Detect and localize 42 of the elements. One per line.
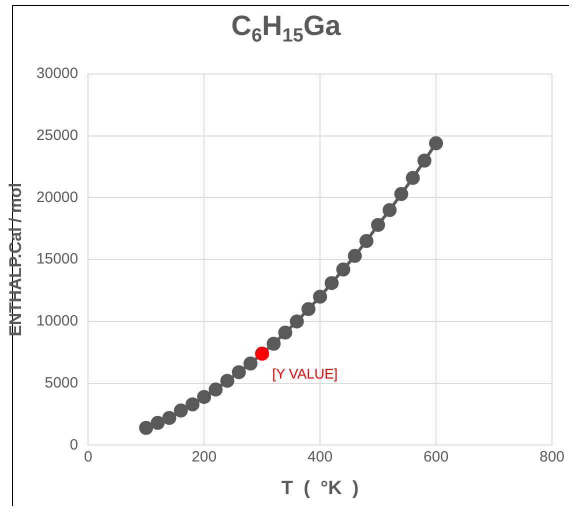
point [232,365,246,380]
point [382,203,397,218]
point [266,336,281,351]
point [139,420,154,435]
point [208,382,223,397]
point [197,390,212,404]
x-tick-label: 0 [84,448,92,466]
point [220,374,234,388]
chart-title: C$_{6}$H$_{15}$Ga [230,10,342,48]
y-tick-label: 25000 [36,127,78,144]
point [417,154,432,168]
x-tick-label: 400 [308,448,333,466]
y-tick-label: 5000 [44,374,78,392]
annotation: [Y VALUE] [272,365,338,382]
point [162,410,176,425]
point [290,314,304,328]
y-tick-label: 15000 [36,250,78,268]
point [313,290,328,304]
point [185,397,200,412]
y-tick-label: 0 [70,436,78,454]
point [406,170,420,185]
y-tick-label: 10000 [36,312,78,330]
point [394,187,408,202]
point [348,248,362,263]
point [278,326,292,340]
y-tick-label: 30000 [36,65,78,82]
point [174,404,188,418]
x-tick-label: 600 [424,448,449,466]
y-tick-label: 20000 [36,188,78,206]
point [371,218,386,232]
point [150,416,165,430]
point [429,136,444,150]
x-axis-title: T ( °K ) [281,478,359,499]
y-axis-title: ENTHALP.Cal / mol [6,182,25,336]
point [243,356,258,371]
x-tick-label: 800 [539,448,565,466]
point [336,262,350,276]
x-tick-label: 200 [192,448,217,466]
point [255,346,270,361]
point [324,276,339,290]
point [301,302,316,316]
point [359,234,374,248]
